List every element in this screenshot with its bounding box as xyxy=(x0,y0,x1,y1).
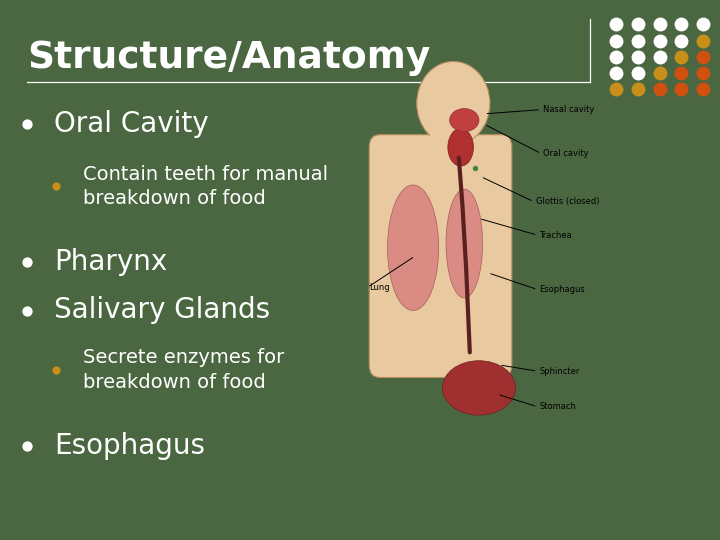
Text: Sphincter: Sphincter xyxy=(539,367,580,376)
Ellipse shape xyxy=(387,185,438,310)
Text: Lung: Lung xyxy=(369,283,390,292)
Point xyxy=(675,85,687,93)
Point xyxy=(675,69,687,77)
Point xyxy=(675,20,687,29)
Text: Trachea: Trachea xyxy=(539,231,572,240)
Text: Pharynx: Pharynx xyxy=(54,248,167,276)
Point xyxy=(611,69,622,77)
Text: Oral Cavity: Oral Cavity xyxy=(54,110,209,138)
Point xyxy=(50,366,62,374)
Point xyxy=(469,164,481,172)
Circle shape xyxy=(417,62,490,145)
Point xyxy=(632,20,644,29)
Text: Oral cavity: Oral cavity xyxy=(543,149,588,158)
Text: Esophagus: Esophagus xyxy=(54,431,205,460)
Point xyxy=(697,69,708,77)
Ellipse shape xyxy=(450,109,479,132)
Point xyxy=(675,52,687,61)
Point xyxy=(22,258,33,266)
Point xyxy=(22,120,33,129)
FancyBboxPatch shape xyxy=(369,134,512,377)
Point xyxy=(654,52,665,61)
Point xyxy=(654,20,665,29)
Point xyxy=(611,52,622,61)
Text: Esophagus: Esophagus xyxy=(539,285,585,294)
Point xyxy=(632,36,644,45)
Point xyxy=(632,85,644,93)
Point xyxy=(675,36,687,45)
FancyBboxPatch shape xyxy=(430,116,472,153)
Point xyxy=(611,36,622,45)
Ellipse shape xyxy=(442,361,516,415)
Text: Structure/Anatomy: Structure/Anatomy xyxy=(27,40,431,77)
Point xyxy=(632,69,644,77)
Point xyxy=(50,182,62,191)
Ellipse shape xyxy=(446,189,482,298)
Text: Salivary Glands: Salivary Glands xyxy=(54,296,270,325)
Point xyxy=(697,52,708,61)
Ellipse shape xyxy=(448,129,474,166)
Text: Glottis (closed): Glottis (closed) xyxy=(536,197,599,206)
Point xyxy=(611,85,622,93)
Point xyxy=(22,441,33,450)
Point xyxy=(654,85,665,93)
Point xyxy=(632,52,644,61)
Point xyxy=(697,20,708,29)
Point xyxy=(654,69,665,77)
Point xyxy=(22,306,33,315)
Point xyxy=(654,36,665,45)
Text: Secrete enzymes for
breakdown of food: Secrete enzymes for breakdown of food xyxy=(83,348,284,392)
Text: Stomach: Stomach xyxy=(539,402,576,411)
Text: Contain teeth for manual
breakdown of food: Contain teeth for manual breakdown of fo… xyxy=(83,165,328,208)
Point xyxy=(697,36,708,45)
Text: Nasal cavity: Nasal cavity xyxy=(543,105,594,114)
Point xyxy=(697,85,708,93)
Point xyxy=(611,20,622,29)
